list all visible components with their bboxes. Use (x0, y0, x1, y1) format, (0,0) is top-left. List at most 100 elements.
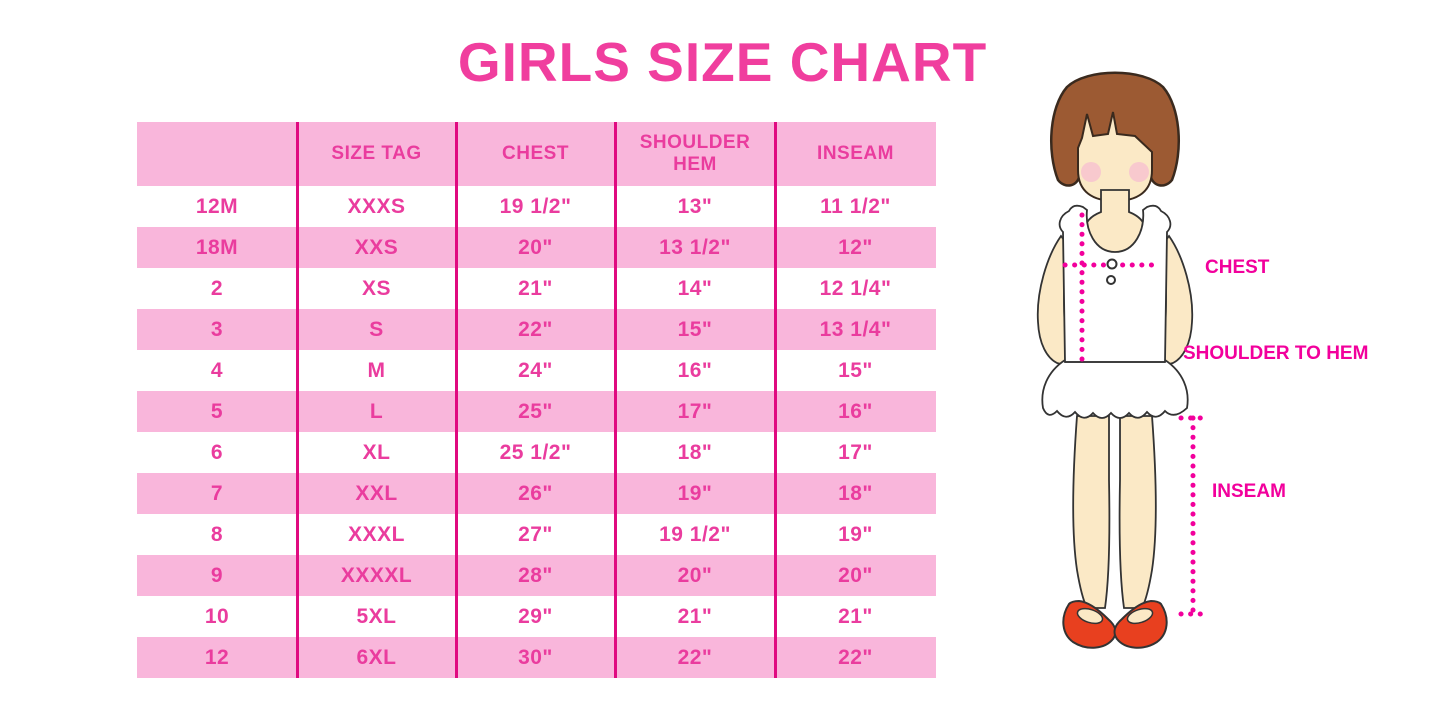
cell-size: 7 (210, 481, 224, 505)
cell-chest: 20" (518, 235, 553, 259)
cell-size: 8 (210, 522, 224, 546)
table-row: 8 XXXL 27" 19 1/2" 19" (137, 514, 936, 555)
cell-size: 10 (204, 604, 230, 628)
dress-skirt (1041, 359, 1189, 419)
cell-shoulder-hem: 19" (677, 481, 713, 505)
cell-shoulder-hem: 15" (677, 317, 713, 341)
cell-inseam: 20" (838, 563, 873, 587)
cell-chest: 19 1/2" (499, 194, 572, 218)
button-bottom (1106, 275, 1116, 285)
page-title: GIRLS SIZE CHART (457, 31, 988, 93)
cell-shoulder-hem: 16" (677, 358, 713, 382)
header-cell-inseam: INSEAM (817, 143, 894, 164)
right-shoe-opening (1126, 607, 1154, 625)
left-leg (1072, 415, 1111, 609)
cell-shoulder-hem: 14" (677, 276, 713, 300)
size-chart-table: SIZE TAG CHEST SHOULDER HEM INSEAM 12M X… (137, 122, 936, 678)
cell-shoulder-hem: 19 1/2" (659, 522, 731, 546)
cell-inseam: 22" (838, 645, 873, 669)
cell-size-tag: S (369, 317, 384, 341)
cell-size-tag: 6XL (356, 645, 397, 669)
left-shoe (1062, 599, 1117, 649)
column-divider (296, 122, 299, 678)
cell-size-tag: XXXL (348, 522, 405, 546)
table-header-row: SIZE TAG CHEST SHOULDER HEM INSEAM (137, 122, 936, 186)
cell-chest: 24" (518, 358, 553, 382)
shoulder-to-hem-label: SHOULDER TO HEM (1183, 343, 1368, 364)
blush-left (1081, 162, 1101, 182)
cell-size-tag: M (367, 358, 386, 382)
table-row: 6 XL 25 1/2" 18" 17" (137, 432, 936, 473)
girl-measurement-diagram: CHEST SHOULDER TO HEM INSEAM (1005, 60, 1445, 723)
cell-chest: 25 1/2" (499, 440, 572, 464)
cell-chest: 25" (518, 399, 553, 423)
cell-inseam: 15" (838, 358, 873, 382)
right-leg (1118, 415, 1157, 609)
cell-size-tag: XXL (355, 481, 398, 505)
cell-shoulder-hem: 17" (677, 399, 713, 423)
table-row: 5 L 25" 17" 16" (137, 391, 936, 432)
girl-illustration: CHEST SHOULDER TO HEM INSEAM (1036, 71, 1368, 649)
table-row: 12 6XL 30" 22" 22" (137, 637, 936, 678)
cell-shoulder-hem: 18" (677, 440, 713, 464)
table-row: 9 XXXXL 28" 20" 20" (137, 555, 936, 596)
cell-shoulder-hem: 21" (677, 604, 713, 628)
cell-inseam: 19" (838, 522, 873, 546)
cell-size-tag: XXS (354, 235, 399, 259)
cell-chest: 26" (518, 481, 553, 505)
cell-size: 18M (195, 235, 239, 259)
cell-size: 12 (204, 645, 230, 669)
cell-chest: 30" (518, 645, 553, 669)
cell-size-tag: 5XL (356, 604, 397, 628)
header-cell-shoulder-hem: SHOULDER HEM (639, 132, 751, 175)
table-row: 4 M 24" 16" 15" (137, 350, 936, 391)
table-row: 12M XXXS 19 1/2" 13" 11 1/2" (137, 186, 936, 227)
cell-inseam: 21" (838, 604, 873, 628)
table-row: 3 S 22" 15" 13 1/4" (137, 309, 936, 350)
cell-size: 5 (210, 399, 224, 423)
table-row: 18M XXS 20" 13 1/2" 12" (137, 227, 936, 268)
right-shoe (1113, 599, 1168, 649)
inseam-label: INSEAM (1212, 481, 1286, 502)
cell-shoulder-hem: 20" (677, 563, 713, 587)
table-row: 10 5XL 29" 21" 21" (137, 596, 936, 637)
cell-inseam: 12 1/4" (819, 276, 892, 300)
cell-size: 6 (210, 440, 224, 464)
header-cell-chest: CHEST (502, 143, 569, 164)
button-top (1106, 258, 1118, 270)
cell-shoulder-hem: 22" (677, 645, 713, 669)
column-divider (455, 122, 458, 678)
cell-shoulder-hem: 13 1/2" (659, 235, 731, 259)
cell-size: 9 (210, 563, 224, 587)
cell-chest: 28" (518, 563, 553, 587)
cell-size: 3 (210, 317, 224, 341)
cell-inseam: 16" (838, 399, 873, 423)
cell-chest: 29" (518, 604, 553, 628)
cell-size-tag: L (369, 399, 384, 423)
cell-chest: 21" (518, 276, 553, 300)
cell-inseam: 18" (838, 481, 873, 505)
cell-size-tag: XL (362, 440, 391, 464)
column-divider (614, 122, 617, 678)
cell-size: 2 (210, 276, 224, 300)
cell-inseam: 11 1/2" (820, 194, 891, 218)
cell-inseam: 17" (838, 440, 873, 464)
cell-chest: 27" (518, 522, 553, 546)
column-divider (774, 122, 777, 678)
chest-label: CHEST (1205, 257, 1270, 278)
table-row: 2 XS 21" 14" 12 1/4" (137, 268, 936, 309)
cell-size-tag: XXXXL (340, 563, 413, 587)
cell-chest: 22" (518, 317, 553, 341)
header-cell-size-tag: SIZE TAG (331, 143, 422, 164)
blush-right (1129, 162, 1149, 182)
cell-size-tag: XS (361, 276, 391, 300)
dress-bodice (1058, 204, 1172, 363)
cell-inseam: 12" (838, 235, 873, 259)
cell-size: 12M (195, 194, 239, 218)
cell-shoulder-hem: 13" (677, 194, 713, 218)
cell-inseam: 13 1/4" (819, 317, 892, 341)
left-shoe-opening (1076, 607, 1104, 625)
table-row: 7 XXL 26" 19" 18" (137, 473, 936, 514)
cell-size-tag: XXXS (347, 194, 406, 218)
